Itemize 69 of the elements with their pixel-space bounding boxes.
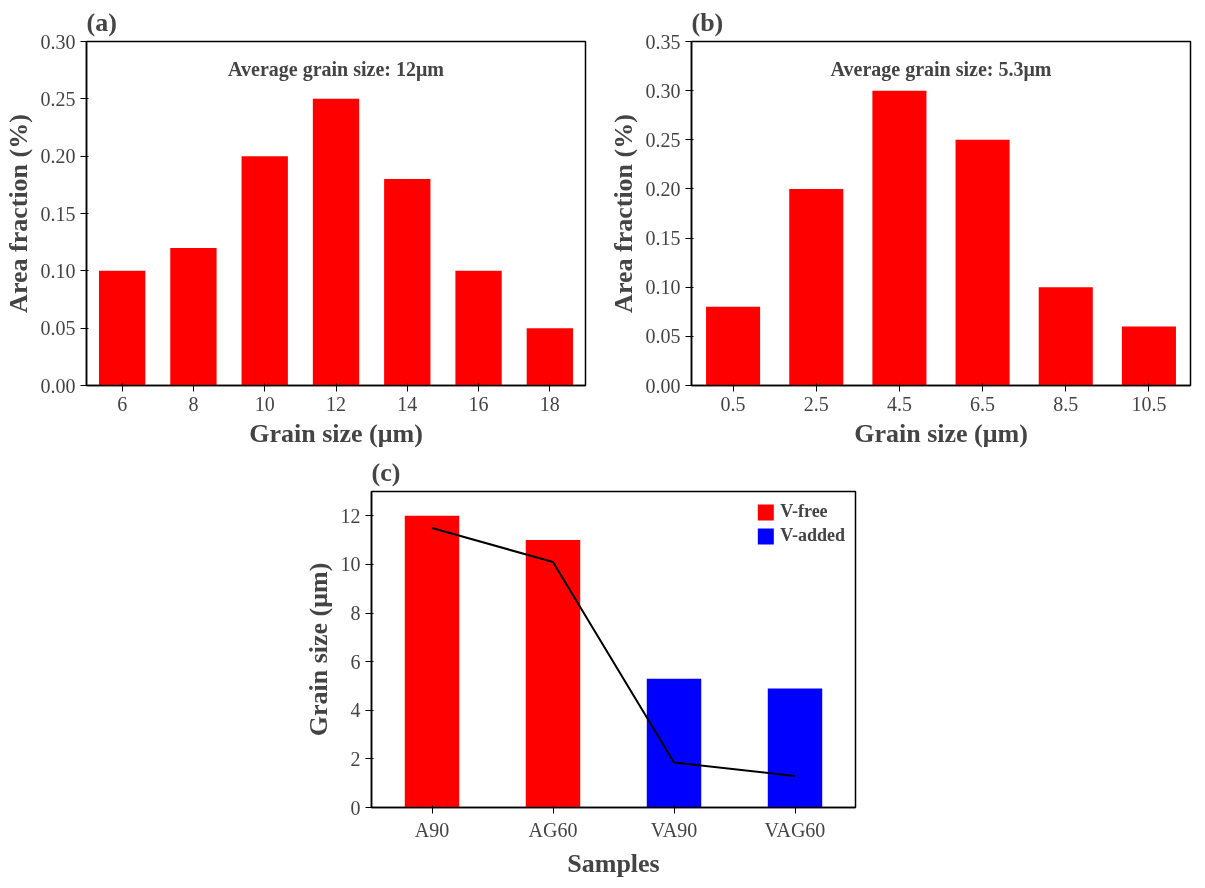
- x-tick-label: 10: [254, 392, 275, 415]
- bar: [767, 688, 823, 808]
- bar: [241, 156, 288, 386]
- y-tick-label: 0.20: [40, 145, 76, 168]
- y-tick-label: 2: [350, 747, 361, 770]
- annotation: Average grain size: 5.3μm: [830, 58, 1052, 82]
- bar: [525, 540, 581, 808]
- y-tick-label: 0.25: [40, 87, 76, 110]
- x-tick-label: 10.5: [1131, 392, 1167, 415]
- y-tick-label: 0.05: [40, 317, 76, 340]
- bar: [646, 678, 702, 808]
- y-axis-title: Area fraction (%): [3, 114, 33, 313]
- chart-title: (b): [691, 7, 724, 37]
- y-tick-label: 12: [340, 504, 361, 527]
- bar: [789, 188, 844, 386]
- bar: [455, 270, 502, 386]
- y-axis-title: Grain size (μm): [303, 562, 333, 737]
- chart-title: (c): [371, 457, 401, 487]
- y-tick-label: 10: [340, 553, 361, 576]
- x-tick-label: 2.5: [803, 392, 829, 415]
- bar: [1121, 326, 1176, 386]
- y-tick-label: 4: [350, 699, 361, 722]
- bar: [404, 515, 460, 808]
- y-tick-label: 6: [350, 650, 361, 673]
- x-tick-label: 4.5: [886, 392, 912, 415]
- x-tick-label: VA90: [650, 818, 698, 841]
- annotation: Average grain size: 12μm: [228, 58, 445, 82]
- bar: [170, 247, 217, 386]
- legend-label: V-free: [780, 501, 828, 522]
- y-tick-label: 0.00: [40, 374, 76, 397]
- bar: [384, 179, 431, 386]
- bar: [706, 306, 761, 386]
- bar: [98, 270, 146, 386]
- x-tick-label: 6.5: [970, 392, 996, 415]
- y-tick-label: 0.35: [645, 30, 681, 53]
- y-tick-label: 0.20: [645, 177, 681, 200]
- y-tick-label: 0.15: [40, 202, 76, 225]
- x-axis-title: Grain size (μm): [854, 418, 1028, 448]
- y-tick-label: 0.30: [40, 30, 76, 53]
- y-axis-title: Area fraction (%): [608, 114, 638, 313]
- x-tick-label: 8: [188, 392, 199, 415]
- x-axis-title: Grain size (μm): [249, 418, 423, 448]
- x-tick-label: 16: [468, 392, 489, 415]
- y-tick-label: 0.15: [645, 227, 681, 250]
- y-tick-label: 0.25: [645, 128, 681, 151]
- chart-title: (a): [86, 7, 117, 37]
- x-tick-label: 6: [117, 392, 128, 415]
- x-tick-label: 14: [397, 392, 418, 415]
- bar: [1038, 287, 1093, 386]
- bar: [526, 328, 574, 386]
- bar: [872, 90, 927, 386]
- x-tick-label: 8.5: [1053, 392, 1079, 415]
- x-tick-label: A90: [414, 818, 450, 841]
- x-tick-label: VAG60: [764, 818, 826, 841]
- y-tick-label: 0.10: [40, 259, 76, 282]
- y-tick-label: 0.00: [645, 374, 681, 397]
- x-tick-label: 12: [326, 392, 346, 415]
- y-tick-label: 0.05: [645, 325, 681, 348]
- bar: [312, 98, 360, 386]
- x-tick-label: 18: [539, 392, 560, 415]
- legend-label: V-added: [780, 525, 845, 546]
- y-tick-label: 0: [350, 796, 361, 819]
- x-tick-label: 0.5: [720, 392, 746, 415]
- bar: [955, 139, 1010, 386]
- y-tick-label: 0.30: [645, 79, 681, 102]
- y-tick-label: 8: [350, 602, 361, 625]
- x-axis-title: Samples: [567, 848, 660, 878]
- y-tick-label: 0.10: [645, 276, 681, 299]
- x-tick-label: AG60: [528, 818, 578, 841]
